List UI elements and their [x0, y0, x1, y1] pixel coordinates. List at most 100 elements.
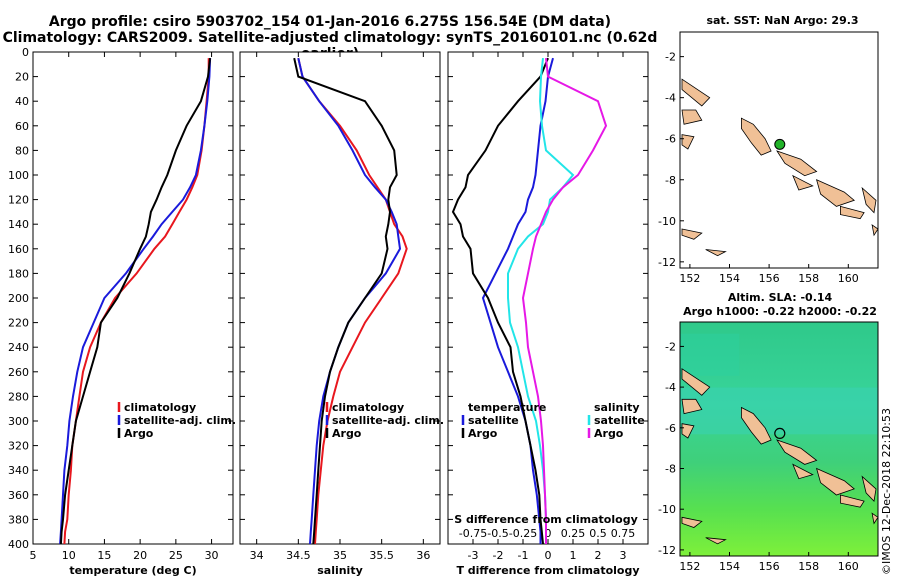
x-tick-label: 160 [838, 560, 859, 573]
y-tick-label: 380 [8, 513, 29, 526]
island-shape [681, 228, 703, 240]
island-shape [861, 475, 877, 502]
island-shape [705, 537, 727, 545]
x-tick-label: 156 [759, 272, 780, 285]
y-tick-label: 240 [8, 341, 29, 354]
salinity-tick-label: 0.5 [589, 527, 607, 540]
x-tick-label: 10 [62, 549, 76, 562]
y-tick-label: -6 [665, 422, 676, 435]
legend-label: satellite-adj. clim. [332, 414, 444, 427]
copyright-footer: ©IMOS 12-Dec-2018 22:10:53 [880, 408, 893, 575]
title-line-1: Argo profile: csiro 5903702_154 01-Jan-2… [48, 14, 612, 30]
difference-panel: -3 -2 -1 0 1 2 3 -0.75 -0.5 -0.25 0 0.25 0.5 0.75 T di… [447, 51, 649, 577]
series-line-temperature-argo [451, 57, 549, 545]
map-frame [679, 321, 879, 557]
salinity-tick-label: -0.5 [487, 527, 508, 540]
y-tick-label: -2 [665, 340, 676, 353]
series-line-satellite-adj-clim- [59, 58, 212, 545]
y-tick-label: 20 [15, 71, 29, 84]
y-tick-label: -4 [665, 381, 676, 394]
island-shape [681, 78, 711, 107]
series-line-climatology [297, 57, 408, 545]
y-tick-label: 0 [22, 46, 29, 59]
x-tick-label: 20 [133, 549, 147, 562]
series-line-satellite-adj-clim- [297, 57, 402, 545]
x-tick-label: 34.5 [286, 549, 311, 562]
x-tick-label: -3 [468, 549, 479, 562]
x-tick-label: 3 [620, 549, 627, 562]
island-shape [871, 224, 879, 237]
temperature-panel: 5 10 15 20 25 3002040608010012014016018020022… [8, 46, 236, 577]
series-line-salinity-argo [521, 57, 608, 544]
y-tick-label: -6 [665, 133, 676, 146]
sla-map-panel: 152 154 156 158 160 -2 -4 -6 -8 -10 -12 [658, 321, 879, 573]
y-tick-label: 120 [8, 194, 29, 207]
salinity-tick-label: -0.75 [459, 527, 487, 540]
y-tick-label: 340 [8, 464, 29, 477]
island-shape [792, 463, 814, 480]
x-tick-label: 152 [679, 272, 700, 285]
y-tick-label: -12 [658, 544, 676, 557]
x-tick-label: 1 [570, 549, 577, 562]
y-tick-label: -8 [665, 463, 676, 476]
island-shape [861, 186, 877, 214]
y-tick-label: -10 [658, 215, 676, 228]
map-frame [679, 31, 879, 269]
series-line-argo [293, 57, 398, 545]
y-tick-label: 360 [8, 489, 29, 502]
x-axis-label: T difference from climatology [456, 564, 639, 577]
x-tick-label: 25 [169, 549, 183, 562]
sla-band [680, 387, 878, 435]
island-shape [681, 134, 695, 150]
series-line-argo [59, 57, 212, 545]
y-tick-label: -2 [665, 51, 676, 64]
y-tick-label: 280 [8, 390, 29, 403]
plot-frame [32, 51, 234, 545]
legend-label: satellite [468, 414, 519, 427]
x-tick-label: 154 [719, 560, 740, 573]
legend-label: climatology [124, 401, 196, 414]
x-tick-label: 156 [759, 560, 780, 573]
y-tick-label: 400 [8, 538, 29, 551]
x-tick-label: -1 [518, 549, 529, 562]
x-tick-label: 15 [97, 549, 111, 562]
sst-map-panel: 152 154 156 158 160 -2 -4 -6 -8 -10 -12 [658, 31, 879, 285]
salinity-tick-label: 0 [545, 527, 552, 540]
salinity-tick-label: 0.25 [561, 527, 586, 540]
sla-map-title-2: Argo h1000: -0.22 h2000: -0.22 [683, 305, 877, 318]
sla-band [680, 333, 740, 376]
x-tick-label: 5 [30, 549, 37, 562]
legend-label: Argo [124, 427, 154, 440]
legend-label: Argo [594, 427, 624, 440]
series-line-temperature-satellite [481, 57, 554, 544]
x-axis-label: salinity [317, 564, 363, 577]
y-tick-label: 320 [8, 440, 29, 453]
argo-location-marker [774, 427, 786, 440]
x-tick-label: 30 [205, 549, 219, 562]
y-tick-label: 200 [8, 292, 29, 305]
x-axis-label-top: S difference from climatology [454, 513, 638, 526]
island-shape [815, 467, 856, 496]
y-tick-label: 260 [8, 366, 29, 379]
x-tick-label: 152 [679, 560, 700, 573]
y-tick-label: 180 [8, 267, 29, 280]
legend-label: climatology [332, 401, 404, 414]
x-tick-label: -2 [493, 549, 504, 562]
x-tick-label: 158 [798, 560, 819, 573]
island-shape [776, 150, 818, 177]
x-tick-label: 36 [416, 549, 430, 562]
island-shape [792, 174, 814, 191]
legend-label: Argo [468, 427, 498, 440]
argo-location-marker [774, 138, 786, 150]
island-shape [681, 423, 695, 439]
y-tick-label: 80 [15, 144, 29, 157]
y-tick-label: 300 [8, 415, 29, 428]
sst-map-title: sat. SST: NaN Argo: 29.3 [706, 14, 859, 27]
island-shape [871, 512, 879, 525]
y-tick-label: 220 [8, 317, 29, 330]
y-tick-label: 100 [8, 169, 29, 182]
y-tick-label: 160 [8, 243, 29, 256]
sla-map-title-1: Altim. SLA: -0.14 [727, 291, 833, 304]
y-tick-label: 60 [15, 120, 29, 133]
